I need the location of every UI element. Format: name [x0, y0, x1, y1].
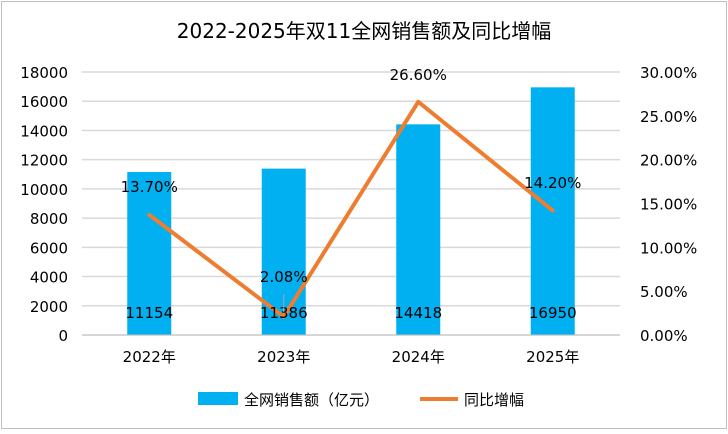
bar-data-label: 11154 [125, 304, 173, 322]
bar-data-label: 14418 [394, 304, 442, 322]
left-axis-tick-label: 2000 [30, 298, 68, 316]
right-axis-tick-label: 5.00% [640, 283, 688, 301]
left-axis-tick-label: 6000 [30, 239, 68, 257]
x-axis-tick-label: 2024年 [392, 348, 445, 366]
chart-border [2, 2, 727, 429]
legend-bar-label: 全网销售额（亿元） [244, 391, 379, 409]
left-axis-tick-label: 12000 [20, 152, 68, 170]
left-axis-tick-label: 8000 [30, 210, 68, 228]
right-axis-tick-label: 10.00% [640, 239, 697, 257]
line-data-label: 13.70% [121, 178, 178, 196]
left-axis-tick-label: 16000 [20, 93, 68, 111]
right-axis-tick-label: 30.00% [640, 64, 697, 82]
legend-bar-swatch [198, 392, 238, 405]
chart-title: 2022-2025年双11全网销售额及同比增幅 [177, 19, 551, 43]
x-axis-tick-label: 2023年 [257, 348, 310, 366]
right-axis-tick-label: 15.00% [640, 196, 697, 214]
left-axis-tick-label: 14000 [20, 122, 68, 140]
right-axis-tick-label: 25.00% [640, 108, 697, 126]
line-data-label: 2.08% [260, 268, 308, 286]
legend-line-label: 同比增幅 [464, 391, 524, 409]
bar-data-label: 16950 [529, 304, 577, 322]
right-axis-tick-label: 0.00% [640, 327, 688, 345]
left-axis-tick-label: 4000 [30, 269, 68, 287]
line-data-label: 26.60% [390, 66, 447, 84]
left-axis-tick-label: 0 [58, 327, 68, 345]
right-axis-tick-label: 20.00% [640, 152, 697, 170]
x-axis-tick-label: 2022年 [123, 348, 176, 366]
x-axis-tick-label: 2025年 [526, 348, 579, 366]
left-axis-tick-label: 10000 [20, 181, 68, 199]
left-axis-tick-label: 18000 [20, 64, 68, 82]
line-data-label: 14.20% [524, 174, 581, 192]
